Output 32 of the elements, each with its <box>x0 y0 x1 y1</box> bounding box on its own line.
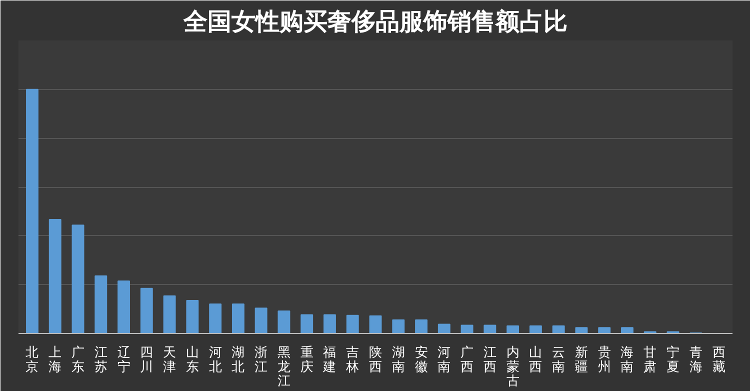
x-tick-label: 陕西 <box>369 344 382 374</box>
x-tick-label: 广西 <box>460 344 474 374</box>
x-tick-label: 重庆 <box>300 344 314 374</box>
x-tick-label: 河南 <box>438 344 451 374</box>
x-tick-label: 北京 <box>26 344 39 374</box>
x-tick-label: 山东 <box>186 344 199 374</box>
x-tick-label: 海南 <box>620 344 634 374</box>
x-tick-label: 广东 <box>72 344 84 374</box>
x-tick-label: 贵州 <box>598 344 611 374</box>
x-tick-label: 宁夏 <box>666 344 680 374</box>
x-tick-label: 辽宁 <box>117 344 130 374</box>
chart-title: 全国女性购买奢侈品服饰销售额占比 <box>182 8 568 36</box>
x-tick-label: 吉林 <box>345 344 360 374</box>
x-tick-label: 新疆 <box>574 344 588 374</box>
x-tick-label: 福建 <box>322 344 336 374</box>
x-tick-label: 山西 <box>529 344 542 374</box>
x-tick-label: 青海 <box>689 344 702 374</box>
x-tick-label: 黑龙江 <box>277 344 290 388</box>
x-tick-label: 内蒙古 <box>506 344 520 388</box>
x-tick-label: 安徽 <box>414 344 428 374</box>
x-tick-label: 西藏 <box>712 344 726 374</box>
x-tick-label: 上海 <box>48 344 62 374</box>
x-tick-label: 天津 <box>163 344 176 374</box>
x-tick-label: 河北 <box>208 344 222 374</box>
x-tick-label: 江苏 <box>94 344 108 374</box>
x-tick-label: 四川 <box>140 344 154 374</box>
x-tick-label: 浙江 <box>254 344 268 374</box>
x-tick-label: 云南 <box>552 344 566 374</box>
x-tick-label: 甘肃 <box>644 344 657 374</box>
x-tick-label: 湖南 <box>392 344 405 374</box>
x-tick-label: 湖北 <box>232 344 245 374</box>
x-tick-label: 江西 <box>483 344 496 374</box>
